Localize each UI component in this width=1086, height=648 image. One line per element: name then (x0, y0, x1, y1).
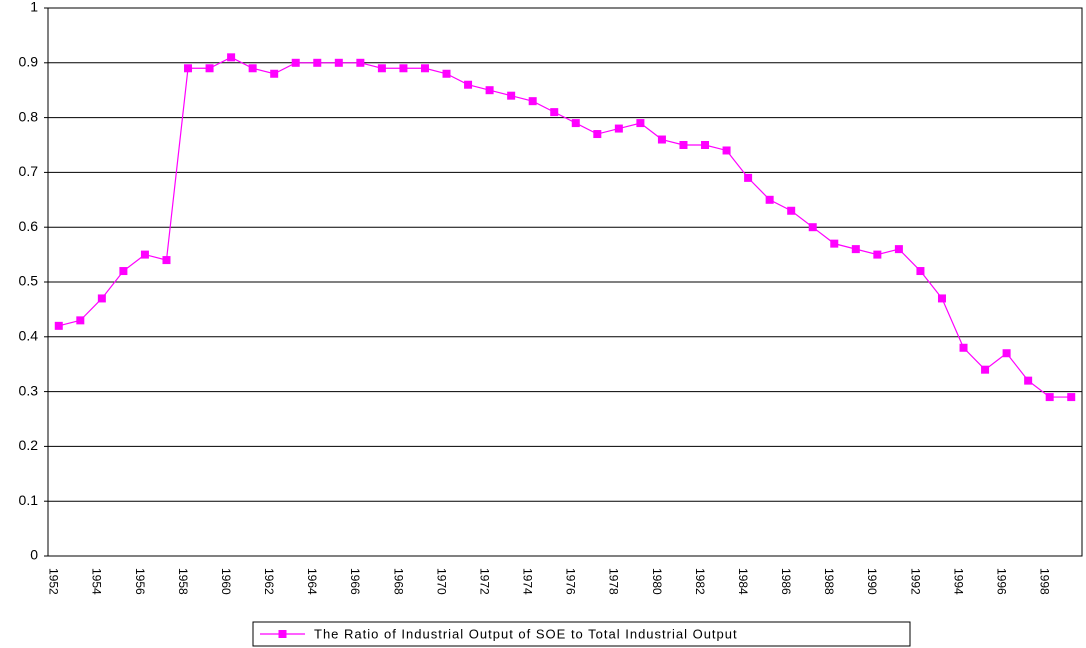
y-tick-label: 0 (30, 547, 38, 563)
data-point (1024, 376, 1033, 385)
x-tick-label: 1976 (564, 568, 578, 595)
data-point (1045, 393, 1054, 402)
x-tick-label: 1988 (822, 568, 836, 595)
data-point (830, 239, 839, 248)
x-tick-label: 1956 (133, 568, 147, 595)
x-tick-label: 1992 (908, 568, 922, 595)
data-point (894, 245, 903, 254)
x-tick-label: 1968 (391, 568, 405, 595)
x-tick-label: 1996 (994, 568, 1008, 595)
x-tick-label: 1974 (521, 568, 535, 595)
y-tick-label: 0.5 (19, 273, 39, 289)
data-point (593, 130, 602, 139)
data-point (97, 294, 106, 303)
data-point (657, 135, 666, 144)
data-point (528, 97, 537, 106)
data-point (744, 173, 753, 182)
y-tick-label: 0.7 (19, 163, 39, 179)
y-tick-label: 0.1 (19, 492, 39, 508)
data-point (162, 256, 171, 265)
x-tick-label: 1962 (262, 568, 276, 595)
data-point (636, 119, 645, 128)
x-tick-label: 1990 (865, 568, 879, 595)
data-point (1002, 349, 1011, 358)
data-point (356, 58, 365, 67)
y-tick-label: 0.4 (19, 328, 39, 344)
data-point (119, 267, 128, 276)
data-point (1067, 393, 1076, 402)
data-point (959, 343, 968, 352)
data-point (54, 321, 63, 330)
data-point (334, 58, 343, 67)
data-point (851, 245, 860, 254)
x-tick-label: 1966 (348, 568, 362, 595)
data-point (937, 294, 946, 303)
legend-label: The Ratio of Industrial Output of SOE to… (314, 626, 738, 641)
data-point (420, 64, 429, 73)
y-tick-label: 0.9 (19, 54, 39, 70)
x-tick-label: 1980 (650, 568, 664, 595)
data-point (722, 146, 731, 155)
data-point (679, 141, 688, 149)
data-point (787, 206, 796, 215)
x-tick-label: 1958 (176, 568, 190, 595)
x-tick-label: 1994 (951, 568, 965, 595)
x-tick-label: 1984 (736, 568, 750, 595)
x-tick-label: 1978 (607, 568, 621, 595)
x-tick-label: 1954 (90, 568, 104, 595)
data-point (916, 267, 925, 276)
data-point (485, 86, 494, 95)
x-tick-label: 1960 (219, 568, 233, 595)
legend-marker (278, 630, 287, 638)
data-point (873, 250, 882, 259)
y-tick-label: 1 (30, 0, 38, 15)
data-point (464, 80, 473, 89)
x-tick-label: 1982 (693, 568, 707, 595)
data-point (614, 124, 623, 133)
y-tick-label: 0.3 (19, 382, 39, 398)
y-tick-label: 0.2 (19, 437, 39, 453)
x-tick-label: 1986 (779, 568, 793, 595)
y-tick-label: 0.6 (19, 218, 39, 234)
y-tick-label: 0.8 (19, 108, 39, 124)
data-point (442, 69, 451, 78)
x-tick-label: 1964 (305, 568, 319, 595)
data-point (76, 316, 85, 325)
data-point (248, 64, 257, 73)
data-point (270, 69, 279, 78)
data-point (571, 119, 580, 128)
data-point (399, 64, 408, 73)
x-tick-label: 1972 (477, 568, 491, 595)
data-point (227, 53, 236, 62)
data-point (507, 91, 516, 100)
legend-box (252, 621, 911, 647)
data-point (140, 250, 149, 259)
data-point (701, 141, 710, 149)
data-point (184, 64, 193, 73)
data-point (765, 195, 774, 204)
data-point (205, 64, 214, 73)
data-point (291, 58, 300, 67)
data-point (981, 365, 990, 374)
x-tick-label: 1970 (434, 568, 448, 595)
x-tick-label: 1998 (1038, 568, 1052, 595)
data-point (377, 64, 386, 73)
data-point (550, 108, 559, 117)
x-tick-label: 1952 (47, 568, 61, 595)
data-point (808, 223, 817, 232)
data-point (313, 58, 322, 67)
